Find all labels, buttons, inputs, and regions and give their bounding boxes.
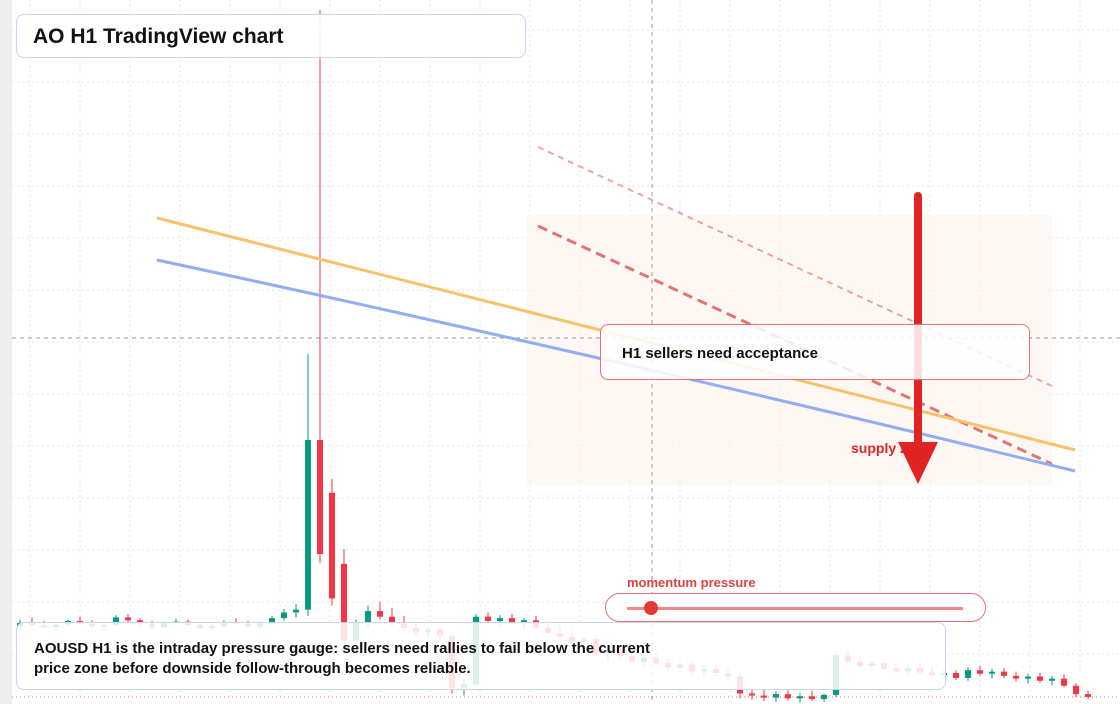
candle-body [1025, 676, 1031, 679]
candle-body [269, 618, 275, 624]
note-text: AOUSD H1 is the intraday pressure gauge:… [34, 640, 651, 677]
candle-body [341, 563, 347, 641]
candle-body [305, 440, 311, 610]
candle-body [329, 492, 335, 599]
candle-body [497, 618, 503, 621]
callout-text: H1 sellers need acceptance [622, 345, 818, 362]
candle-body [773, 694, 779, 698]
candle-body [521, 620, 527, 624]
candle-body [1061, 678, 1067, 686]
candle-body [809, 696, 815, 700]
candle-body [1001, 671, 1007, 676]
candle-body [377, 611, 383, 617]
arrow-head [898, 442, 938, 484]
candle-body [317, 440, 323, 555]
candle-body [293, 609, 299, 613]
slider[interactable] [605, 593, 986, 622]
candle-body [977, 670, 983, 674]
note-box: AOUSD H1 is the intraday pressure gauge:… [16, 622, 946, 690]
callout-box: H1 sellers need acceptance [600, 324, 1030, 380]
candle-body [1037, 676, 1043, 681]
candle-body [1085, 694, 1091, 697]
left-strip [0, 0, 12, 704]
slider-label: momentum pressure [627, 575, 756, 590]
candle-body [113, 617, 119, 626]
candle-body [137, 620, 143, 624]
candle-body [485, 616, 491, 621]
title: AO H1 TradingView chart [33, 25, 284, 48]
candle-body [509, 618, 515, 624]
title-box: AO H1 TradingView chart [16, 14, 526, 58]
candle-body [1049, 678, 1055, 681]
candle-body [965, 670, 971, 678]
candle-body [749, 693, 755, 696]
candle-body [1013, 675, 1019, 679]
candle-body [1073, 685, 1079, 695]
trend-dashed [537, 224, 1053, 466]
candle-body [281, 612, 287, 619]
candle-body [389, 616, 395, 623]
candle-body [125, 617, 131, 621]
candle-body [989, 671, 995, 674]
slider-track [627, 607, 963, 610]
candle-body [953, 673, 959, 678]
candle-body [785, 694, 791, 699]
slider-knob[interactable] [644, 601, 658, 615]
candle-body [365, 611, 371, 624]
